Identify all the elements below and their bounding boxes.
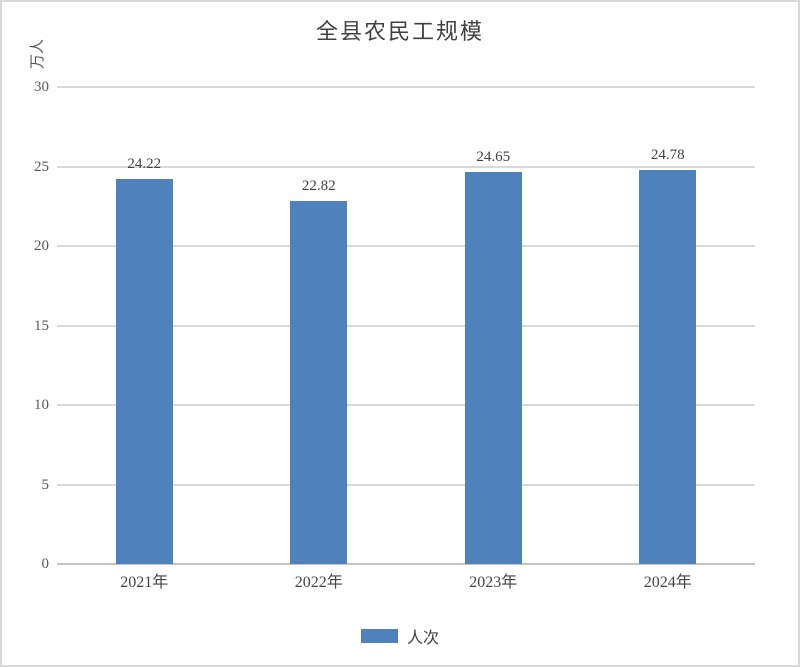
x-tick-label: 2022年	[294, 574, 343, 591]
legend-series-label: 人次	[406, 630, 439, 647]
y-tick-label: 15	[34, 317, 49, 334]
x-tick-label: 2023年	[469, 574, 518, 591]
bar-2022年	[290, 201, 348, 564]
gridline	[57, 245, 755, 247]
gridline	[57, 86, 755, 88]
y-tick-label: 25	[34, 158, 49, 175]
x-tick-label: 2024年	[643, 574, 692, 591]
gridline	[57, 165, 755, 168]
gridline	[57, 404, 755, 406]
bar-value-label: 24.65	[476, 149, 511, 166]
y-axis-title: 万人	[29, 39, 46, 70]
gridline	[57, 324, 755, 327]
y-tick-label: 10	[34, 397, 49, 413]
legend-swatch-icon	[360, 629, 398, 643]
bar-value-label: 24.22	[127, 155, 162, 172]
bar-value-label: 22.82	[301, 178, 336, 195]
chart-title: 全县农民工规模	[315, 19, 484, 44]
bar-2024年	[639, 169, 697, 564]
x-axis-line	[57, 563, 755, 565]
bar-value-label: 24.78	[650, 146, 685, 163]
gridline	[57, 483, 755, 486]
y-tick-label: 30	[34, 79, 49, 95]
y-tick-label: 0	[41, 556, 50, 572]
x-tick-label: 2021年	[120, 574, 169, 591]
bar-2021年	[115, 178, 173, 564]
legend: 人次	[2, 626, 798, 647]
y-tick-label: 20	[34, 238, 49, 254]
plot-area: 24.22 22.82 24.65 24.78	[57, 87, 755, 564]
bar-2023年	[464, 172, 522, 564]
y-tick-label: 5	[41, 476, 50, 493]
